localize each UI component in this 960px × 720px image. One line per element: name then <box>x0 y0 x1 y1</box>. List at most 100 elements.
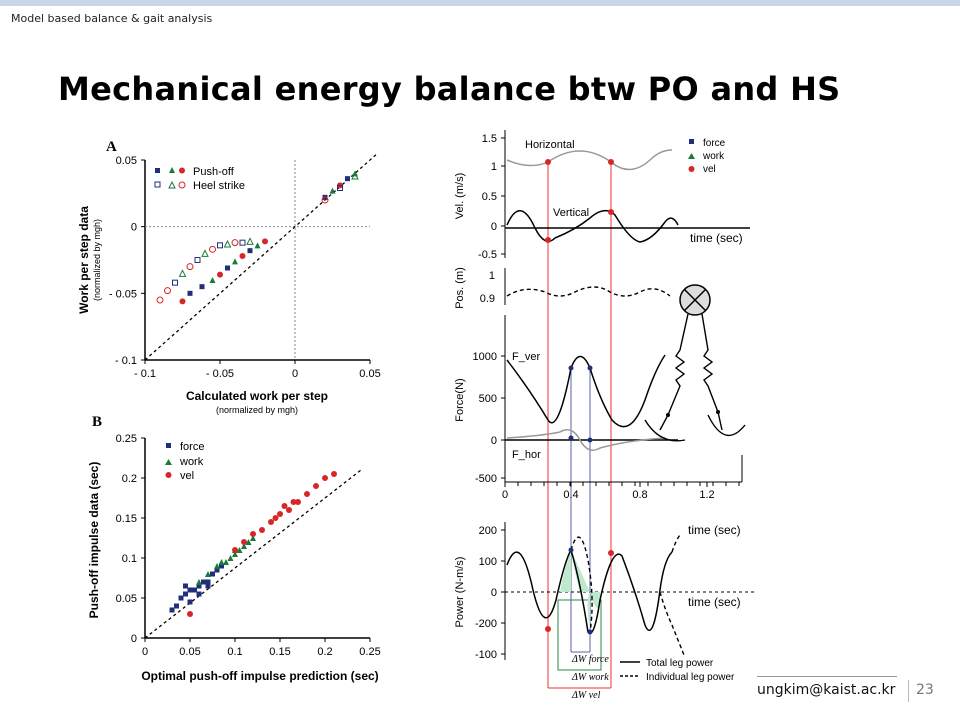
y-axis-label: Work per step data <box>77 206 91 314</box>
vel-dot <box>545 237 551 243</box>
pushoff-point <box>254 242 261 249</box>
force-y-tick-label: -500 <box>475 473 497 485</box>
force-point <box>196 591 202 597</box>
vel-point <box>272 515 279 521</box>
x-tick-label: - 0.1 <box>134 368 156 380</box>
heelstrike-point <box>321 196 329 204</box>
force-y-tick-label: 1000 <box>473 351 497 363</box>
legend-hs-force-marker <box>154 181 161 188</box>
legend-po-work-marker <box>169 167 175 173</box>
force-dot <box>568 435 574 441</box>
pushoff-point <box>217 271 223 278</box>
force-point <box>183 583 188 589</box>
x-axis-sublabel: (normalized by mgh) <box>216 405 298 415</box>
pushoff-point <box>179 298 186 305</box>
force-point <box>174 603 179 609</box>
pos-curve <box>506 286 671 297</box>
x-tick-label: 0.05 <box>359 368 380 380</box>
heelstrike-point <box>172 279 178 286</box>
force-point <box>205 583 211 589</box>
heelstrike-point <box>156 296 164 304</box>
force-point <box>201 579 206 585</box>
power-force-dot <box>568 547 574 553</box>
page-number: 23 <box>916 682 934 698</box>
force-dot <box>568 365 574 371</box>
pushoff-point <box>247 248 253 254</box>
pos-y-label: Pos. (m) <box>454 267 466 309</box>
heelstrike-point <box>178 269 187 277</box>
power-y-tick-label: 0 <box>491 587 497 599</box>
power-y-tick-label: 100 <box>479 556 497 568</box>
fhor-curve <box>506 429 666 451</box>
power-vel-dot <box>545 626 551 632</box>
legend-total: Total leg power <box>646 658 714 669</box>
vel-point <box>290 499 297 505</box>
legend-pushoff: Push-off <box>193 166 235 178</box>
force-x-tick-label: 0.4 <box>563 489 578 501</box>
vel-point <box>304 491 310 497</box>
vel-point <box>232 547 238 553</box>
x-tick-label: 0.25 <box>359 646 380 658</box>
x-tick-label: 0.15 <box>269 646 290 658</box>
y-tick-label: 0 <box>131 222 137 234</box>
fver-label: F_ver <box>512 351 540 363</box>
work-point <box>245 539 252 545</box>
vel-point <box>281 503 288 509</box>
power-y-tick-label: 200 <box>479 525 497 537</box>
work-point <box>218 559 225 565</box>
heelstrike-point <box>164 287 171 295</box>
heelstrike-point <box>351 171 359 180</box>
mass-cross-icon <box>683 288 707 312</box>
vel-point <box>277 511 283 517</box>
legend-force-marker <box>166 443 171 448</box>
x-axis-label: Calculated work per step <box>186 389 328 403</box>
pos-y-tick-label: 1 <box>489 270 495 282</box>
power-vel-dot <box>608 550 614 556</box>
pushoff-point <box>345 176 350 182</box>
vel-point <box>250 531 256 537</box>
vel-point <box>286 507 292 513</box>
y-tick-label: 0.15 <box>116 513 137 525</box>
work-point <box>196 579 202 585</box>
heelstrike-point <box>186 263 194 271</box>
y-tick-label: 0.1 <box>122 553 137 565</box>
vel-point <box>187 611 193 617</box>
legend-vel-marker <box>165 472 172 478</box>
legend-vel-marker <box>688 166 695 172</box>
work-point <box>232 551 238 557</box>
heelstrike-point <box>217 242 223 249</box>
legend-hs-vel-marker <box>178 181 186 189</box>
horizontal-vel-curve <box>506 149 673 171</box>
vel-dot <box>608 159 614 165</box>
pushoff-point <box>239 253 246 259</box>
force-point <box>210 571 215 577</box>
x-tick-label: 0 <box>292 368 298 380</box>
vel-y-label: Vel. (m/s) <box>454 173 466 219</box>
force-point <box>187 599 193 605</box>
pushoff-point <box>225 265 230 271</box>
total-power-curve <box>506 548 673 634</box>
vel-point <box>241 539 247 545</box>
gait-timeseries-figure: 1.5 1 0.5 0 -0.5 Vel. (m/s) Horizontal Vertical… <box>454 130 756 701</box>
power-time-label-top: time (sec) <box>688 523 741 537</box>
legend-force: force <box>703 138 726 149</box>
force-dot <box>587 365 593 371</box>
pushoff-point <box>329 187 336 194</box>
legend-work-marker <box>688 153 695 159</box>
force-point <box>183 591 188 597</box>
vel-point <box>322 475 328 481</box>
heelstrike-point <box>223 239 232 248</box>
left-foot-arc-icon <box>644 419 686 442</box>
heelstrike-point <box>246 237 254 245</box>
force-point <box>169 607 175 613</box>
page-separator <box>908 680 909 702</box>
x-tick-label: 0.2 <box>317 646 332 658</box>
legend-individual: Individual leg power <box>646 672 735 683</box>
fver-curve <box>506 354 666 428</box>
horizontal-label: Horizontal <box>525 139 575 151</box>
force-point <box>192 587 197 593</box>
pushoff-point <box>209 277 216 283</box>
joint-dot <box>716 410 720 414</box>
work-fill-area <box>560 550 571 592</box>
